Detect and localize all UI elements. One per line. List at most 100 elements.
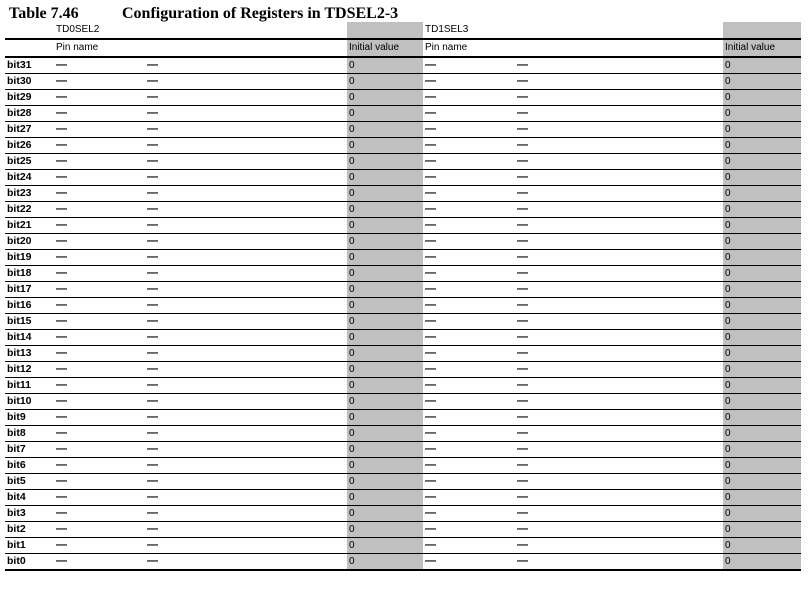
table-row: bit10— —0— —0 <box>5 394 801 410</box>
td0-pin-cell: — <box>147 379 158 391</box>
shaded-header-cell <box>347 22 423 38</box>
register-header-row: TD0SEL2 TD1SEL3 <box>5 22 801 40</box>
td0-pin-cell: — <box>147 107 158 119</box>
td0-pin-cell: — <box>147 75 158 87</box>
bit-label: bit3 <box>7 507 26 519</box>
td0-pin-cell: — <box>56 331 67 343</box>
td1-initial-value: 0 <box>723 234 801 249</box>
td1-pin-cell: — <box>517 267 528 279</box>
bit-label: bit11 <box>7 379 31 391</box>
td0-pin-cell: — <box>56 347 67 359</box>
bit-label: bit30 <box>7 75 32 87</box>
bit-label: bit28 <box>7 107 32 119</box>
td0-initial-value: 0 <box>347 506 423 521</box>
td1-pin-cell: — <box>517 379 528 391</box>
td0-pin-cell: — <box>147 171 158 183</box>
td0-initial-value: 0 <box>347 378 423 393</box>
bit-label: bit10 <box>7 395 32 407</box>
table-row: bit9— —0— —0 <box>5 410 801 426</box>
table-row: bit8— —0— —0 <box>5 426 801 442</box>
table-row: bit20— —0— —0 <box>5 234 801 250</box>
td0-pin-cell: — <box>56 155 67 167</box>
td0-initial-value: 0 <box>347 106 423 121</box>
td1-pin-cell: — <box>425 235 436 247</box>
td1-pin-cell: — <box>425 427 436 439</box>
td1-initial-value: 0 <box>723 442 801 457</box>
td1-pin-cell: — <box>425 123 436 135</box>
td1-initial-value: 0 <box>723 122 801 137</box>
td0-pin-cell: — <box>147 187 158 199</box>
td0-pin-cell: — <box>56 267 67 279</box>
bit-label: bit29 <box>7 91 32 103</box>
bit-label: bit24 <box>7 171 32 183</box>
td1-pin-cell: — <box>517 555 528 567</box>
td1-pin-cell: — <box>517 203 528 215</box>
td1-pin-cell: — <box>517 491 528 503</box>
td0-pin-cell: — <box>56 507 67 519</box>
bit-label: bit31 <box>7 59 32 71</box>
td0-initial-value: 0 <box>347 554 423 569</box>
td1-pin-cell: — <box>425 315 436 327</box>
td1-pin-cell: — <box>517 283 528 295</box>
td1-pin-cell: — <box>517 155 528 167</box>
td1-initial-value: 0 <box>723 490 801 505</box>
td0-pin-cell: — <box>56 555 67 567</box>
td0-pin-cell: — <box>56 171 67 183</box>
td1-initial-value: 0 <box>723 58 801 73</box>
td1-initial-value: 0 <box>723 522 801 537</box>
td0-initial-value: 0 <box>347 298 423 313</box>
td0-pin-cell: — <box>147 555 158 567</box>
bit-label: bit2 <box>7 523 26 535</box>
td0-pin-cell: — <box>56 299 67 311</box>
td0-initial-value: 0 <box>347 474 423 489</box>
td0-pin-cell: — <box>147 283 158 295</box>
table-row: bit25— —0— —0 <box>5 154 801 170</box>
table-row: bit27— —0— —0 <box>5 122 801 138</box>
td1-initial-value: 0 <box>723 74 801 89</box>
bit-label: bit7 <box>7 443 26 455</box>
td1-initial-value: 0 <box>723 106 801 121</box>
td0-initial-value: 0 <box>347 426 423 441</box>
table-row: bit13— —0— —0 <box>5 346 801 362</box>
td1-initial-value: 0 <box>723 506 801 521</box>
td1-pin-cell: — <box>425 203 436 215</box>
td1-pin-cell: — <box>425 411 436 423</box>
td0-initial-value: 0 <box>347 282 423 297</box>
td1-pin-cell: — <box>517 443 528 455</box>
td1-pin-cell: — <box>517 523 528 535</box>
td1-pin-cell: — <box>517 475 528 487</box>
td0-pin-cell: — <box>56 139 67 151</box>
table-row: bit16— —0— —0 <box>5 298 801 314</box>
td1-pin-cell: — <box>425 331 436 343</box>
table-row: bit19— —0— —0 <box>5 250 801 266</box>
td1-pin-cell: — <box>425 459 436 471</box>
td0-pin-cell: — <box>147 59 158 71</box>
td1-initial-value: 0 <box>723 250 801 265</box>
td1-initial-value: 0 <box>723 90 801 105</box>
td0-pin-cell: — <box>147 363 158 375</box>
td1-pin-cell: — <box>517 123 528 135</box>
td0-pin-cell: — <box>147 155 158 167</box>
td0-initial-value: 0 <box>347 186 423 201</box>
td1-pin-cell: — <box>425 187 436 199</box>
td1-initial-value: 0 <box>723 138 801 153</box>
bit-label: bit4 <box>7 491 26 503</box>
bit-label: bit5 <box>7 475 26 487</box>
td1-initial-value: 0 <box>723 314 801 329</box>
table-row: bit3— —0— —0 <box>5 506 801 522</box>
td0-initial-value: 0 <box>347 250 423 265</box>
table-row: bit15— —0— —0 <box>5 314 801 330</box>
pin-name-header: Pin name <box>56 42 99 53</box>
table-row: bit24— —0— —0 <box>5 170 801 186</box>
td1-initial-value: 0 <box>723 330 801 345</box>
table-title: Table 7.46 Configuration of Registers in … <box>9 4 398 24</box>
td0-initial-value: 0 <box>347 346 423 361</box>
register-table: TD0SEL2 TD1SEL3 Pin name Initial value P… <box>5 22 801 571</box>
td1-pin-cell: — <box>425 219 436 231</box>
td0-pin-cell: — <box>147 491 158 503</box>
table-row: bit22— —0— —0 <box>5 202 801 218</box>
td1-pin-cell: — <box>517 107 528 119</box>
table-row: bit18— —0— —0 <box>5 266 801 282</box>
td0-initial-value: 0 <box>347 170 423 185</box>
bit-label: bit22 <box>7 203 32 215</box>
